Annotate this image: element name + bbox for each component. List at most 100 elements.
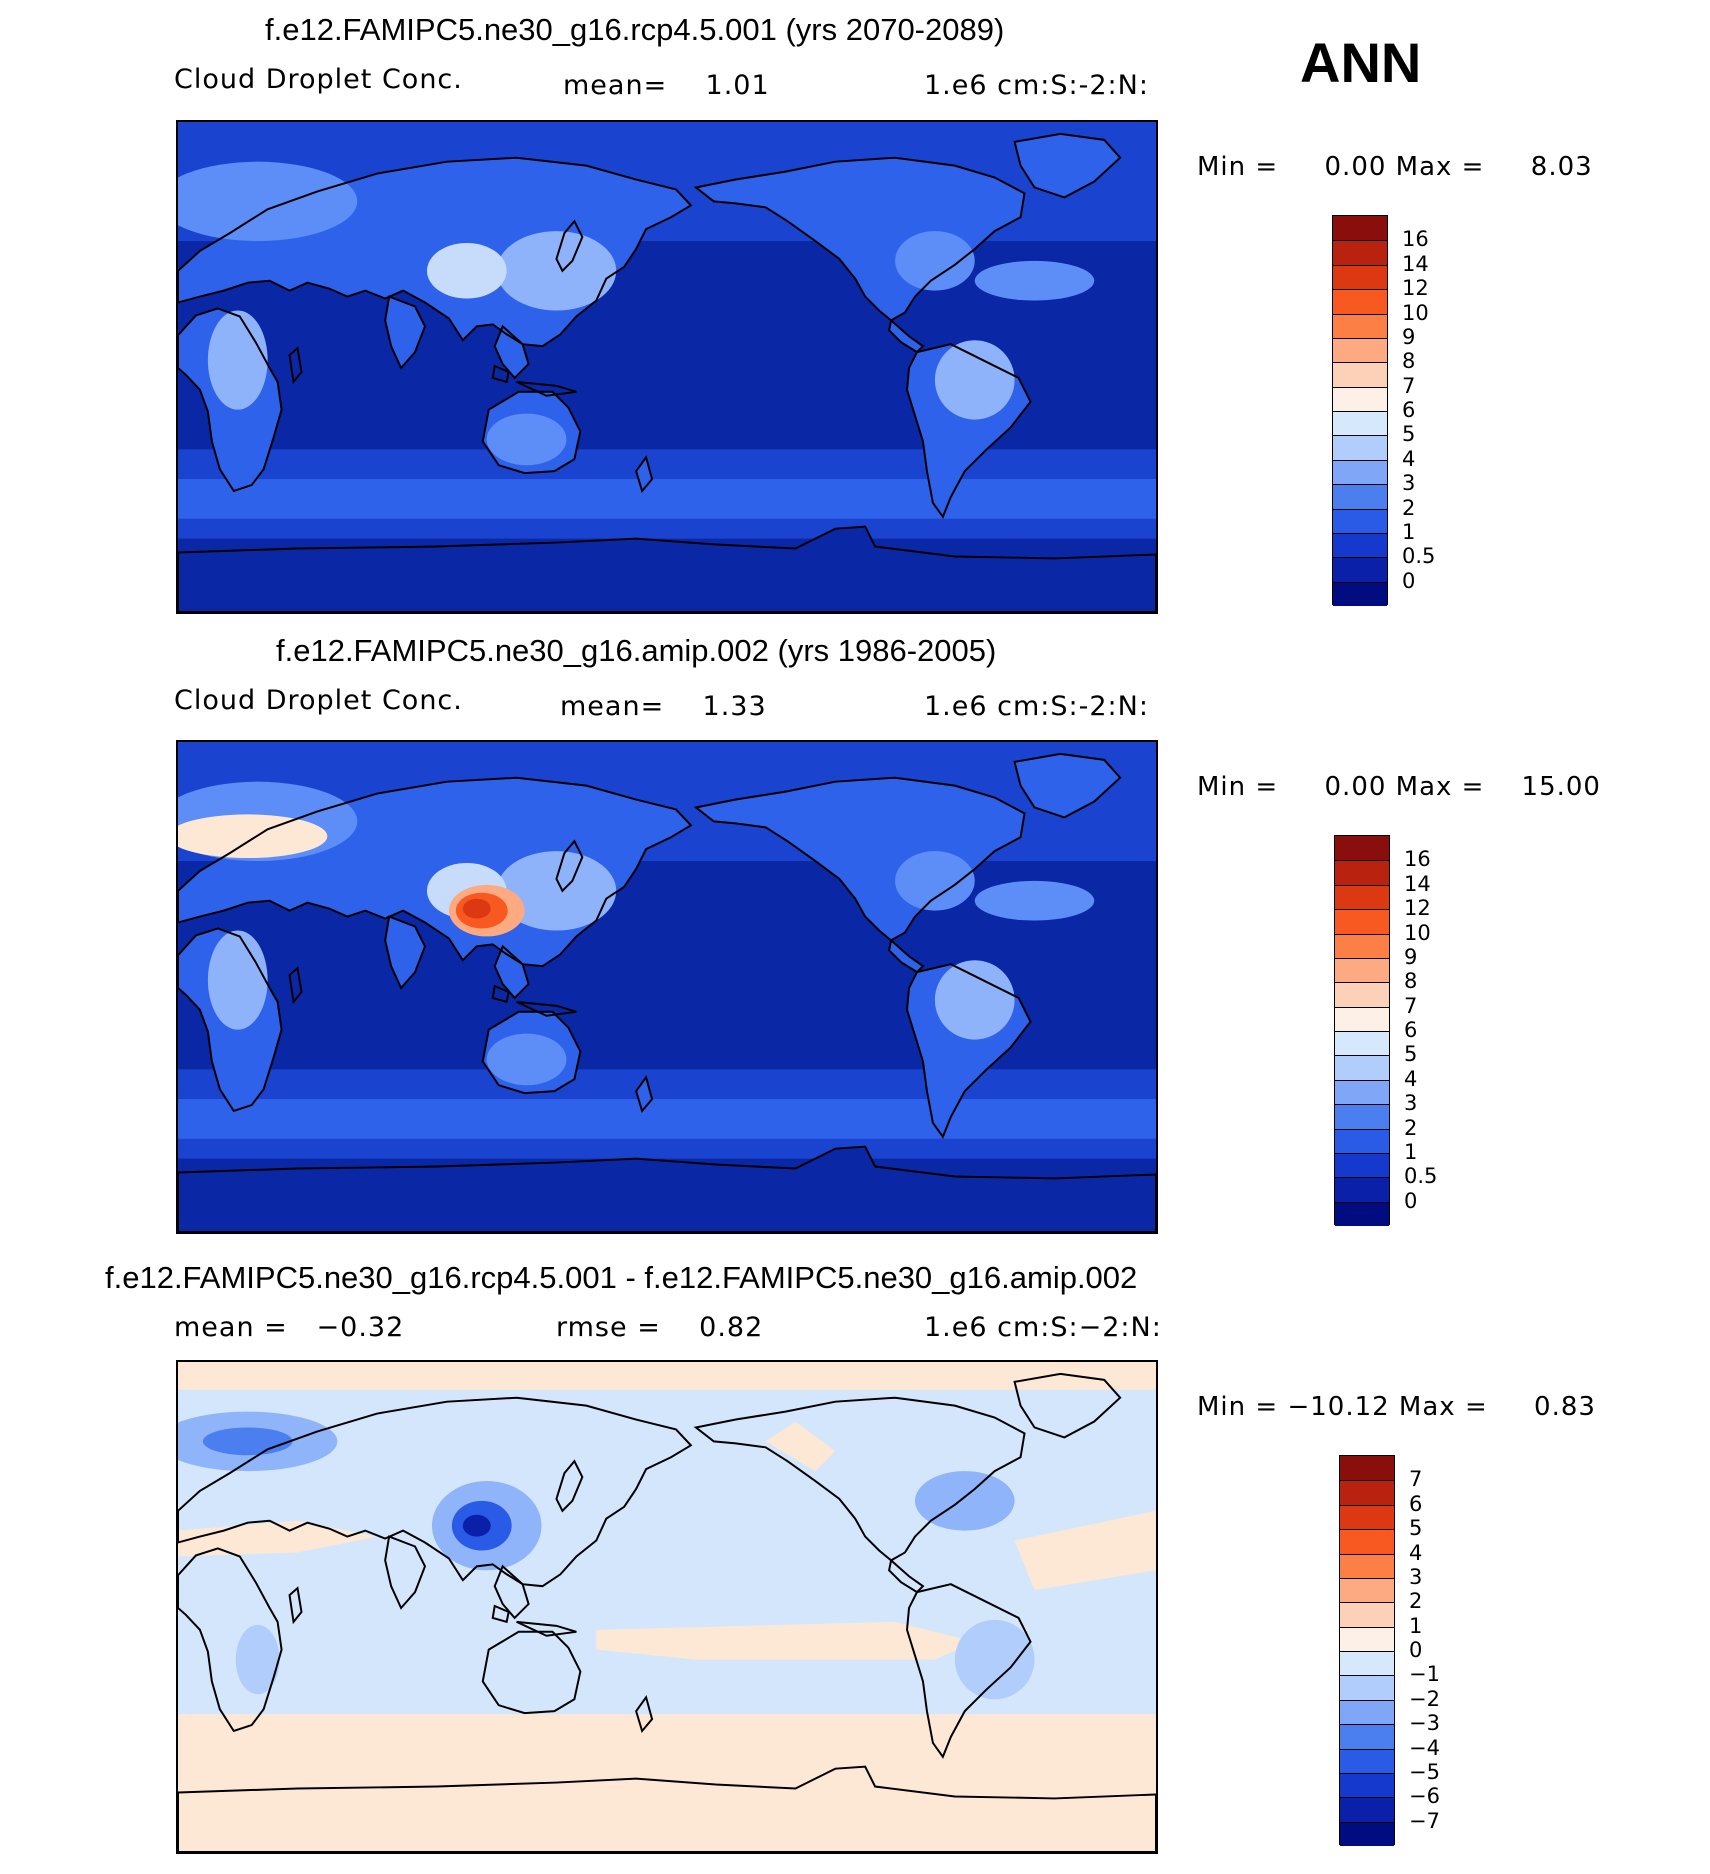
field-band [765, 1421, 836, 1472]
field-blob [486, 1033, 567, 1086]
field-band [178, 1099, 1156, 1139]
field-blob [895, 231, 975, 291]
coastline [178, 927, 283, 1113]
field-blob [202, 1427, 293, 1456]
colorbar-tick-label: 8 [1404, 969, 1418, 994]
colorbar-tick-label: 3 [1409, 1564, 1423, 1589]
land-fill [494, 946, 529, 998]
field-blob [934, 340, 1015, 420]
minmax-label: Min = −10.12 Max = 0.83 [1197, 1392, 1596, 1422]
colorbar [1334, 835, 1390, 1226]
coastline [516, 380, 577, 397]
field-blob [895, 851, 975, 911]
colorbar-swatch [1333, 484, 1387, 509]
coastline [1013, 132, 1122, 199]
colorbar-tick-label: −7 [1409, 1808, 1440, 1833]
coastline [178, 1547, 283, 1733]
units-label: 1.e6 cm:S:-2:N: [924, 691, 1149, 722]
field-blob [235, 1624, 280, 1695]
colorbar-tick-label: 9 [1402, 324, 1416, 349]
colorbar-tick-label: 5 [1402, 422, 1416, 447]
colorbar-tick-label: −3 [1409, 1711, 1440, 1736]
land-fill [695, 157, 1025, 321]
field-blob [462, 898, 491, 919]
coastline [288, 1586, 303, 1625]
coastline [178, 1145, 1156, 1232]
colorbar-tick-label: 5 [1409, 1516, 1423, 1541]
coastline [491, 984, 510, 1004]
colorbar-tick-label: 6 [1409, 1491, 1423, 1516]
land-fill [178, 1146, 1156, 1232]
coastline [906, 1583, 1032, 1759]
land-fill [889, 320, 923, 353]
mean-label: mean= 1.01 [563, 70, 770, 101]
coastline [493, 324, 530, 380]
coastline [693, 776, 1026, 942]
field-band [178, 1714, 1156, 1852]
colorbar-tick-label: 6 [1404, 1018, 1418, 1042]
coastline [635, 454, 654, 494]
colorbar-swatch [1335, 1055, 1389, 1080]
colorbar-swatch [1340, 1577, 1394, 1603]
coastline [555, 839, 584, 893]
colorbar-swatch [1333, 313, 1387, 338]
minmax-label: Min = 0.00 Max = 15.00 [1197, 772, 1601, 802]
panel-title: f.e12.FAMIPC5.ne30_g16.amip.002 (yrs 198… [276, 633, 997, 668]
field-blob [496, 851, 617, 931]
colorbar-tick-label: 4 [1409, 1540, 1423, 1565]
coastline [481, 390, 582, 475]
colorbar-swatch [1333, 435, 1387, 460]
colorbar-swatch [1333, 289, 1387, 314]
colorbar-tick-label: −5 [1409, 1759, 1440, 1784]
coastline [288, 346, 303, 385]
coastline [491, 1604, 510, 1624]
colorbar-swatch [1333, 532, 1387, 558]
colorbar-tick-label: 2 [1409, 1589, 1423, 1614]
colorbar-tick-label: 14 [1404, 871, 1431, 896]
colorbar-swatch [1340, 1772, 1394, 1798]
colorbar-swatch [1340, 1529, 1394, 1554]
colorbar-swatch [1333, 386, 1387, 411]
coastline [693, 1396, 1026, 1562]
minmax-label: Min = 0.00 Max = 8.03 [1197, 152, 1593, 182]
field-band [178, 479, 1156, 519]
colorbar-swatch [1335, 1006, 1389, 1031]
colorbar-tick-label: −2 [1409, 1686, 1440, 1711]
colorbar-tick-label: 10 [1404, 920, 1431, 945]
field-blob [934, 960, 1015, 1040]
rmse-label: rmse = 0.82 [556, 1312, 764, 1343]
units-label: 1.e6 cm:S:−2:N: [924, 1312, 1162, 1343]
colorbar [1339, 1455, 1395, 1846]
colorbar-tick-label: 7 [1404, 993, 1418, 1018]
colorbar-tick-label: 0.5 [1404, 1164, 1438, 1189]
coastline [693, 156, 1026, 322]
colorbar-tick-label: 3 [1402, 471, 1416, 496]
colorbar-swatch [1335, 1201, 1389, 1226]
colorbar-swatch [1335, 884, 1389, 910]
panel-title: f.e12.FAMIPC5.ne30_g16.rcp4.5.001 (yrs 2… [265, 12, 1005, 47]
colorbar-swatch [1335, 860, 1389, 885]
field-band [596, 1621, 975, 1660]
colorbar-tick-label: 4 [1404, 1066, 1418, 1091]
coastline [178, 1765, 1156, 1852]
coastline [481, 1630, 582, 1715]
coastline [906, 343, 1032, 519]
field-blob [954, 1619, 1035, 1700]
map-svg [178, 1362, 1156, 1852]
coastline [1013, 752, 1122, 819]
land-fill [494, 326, 529, 378]
colorbar-swatch [1333, 411, 1387, 436]
colorbar-swatch [1340, 1699, 1394, 1725]
colorbar-swatch [1335, 1079, 1389, 1105]
coastline [1013, 1372, 1122, 1439]
colorbar-tick-label: 4 [1402, 446, 1416, 471]
colorbar-swatch [1333, 459, 1387, 485]
field-layer [178, 742, 1156, 1232]
colorbar-tick-label: 9 [1404, 944, 1418, 969]
field-blob [462, 1514, 491, 1537]
coastline [178, 776, 693, 968]
coastline [493, 944, 530, 1000]
coastline-layer [178, 752, 1156, 1232]
mean-label: mean= 1.33 [560, 691, 767, 722]
coastline [384, 915, 427, 990]
